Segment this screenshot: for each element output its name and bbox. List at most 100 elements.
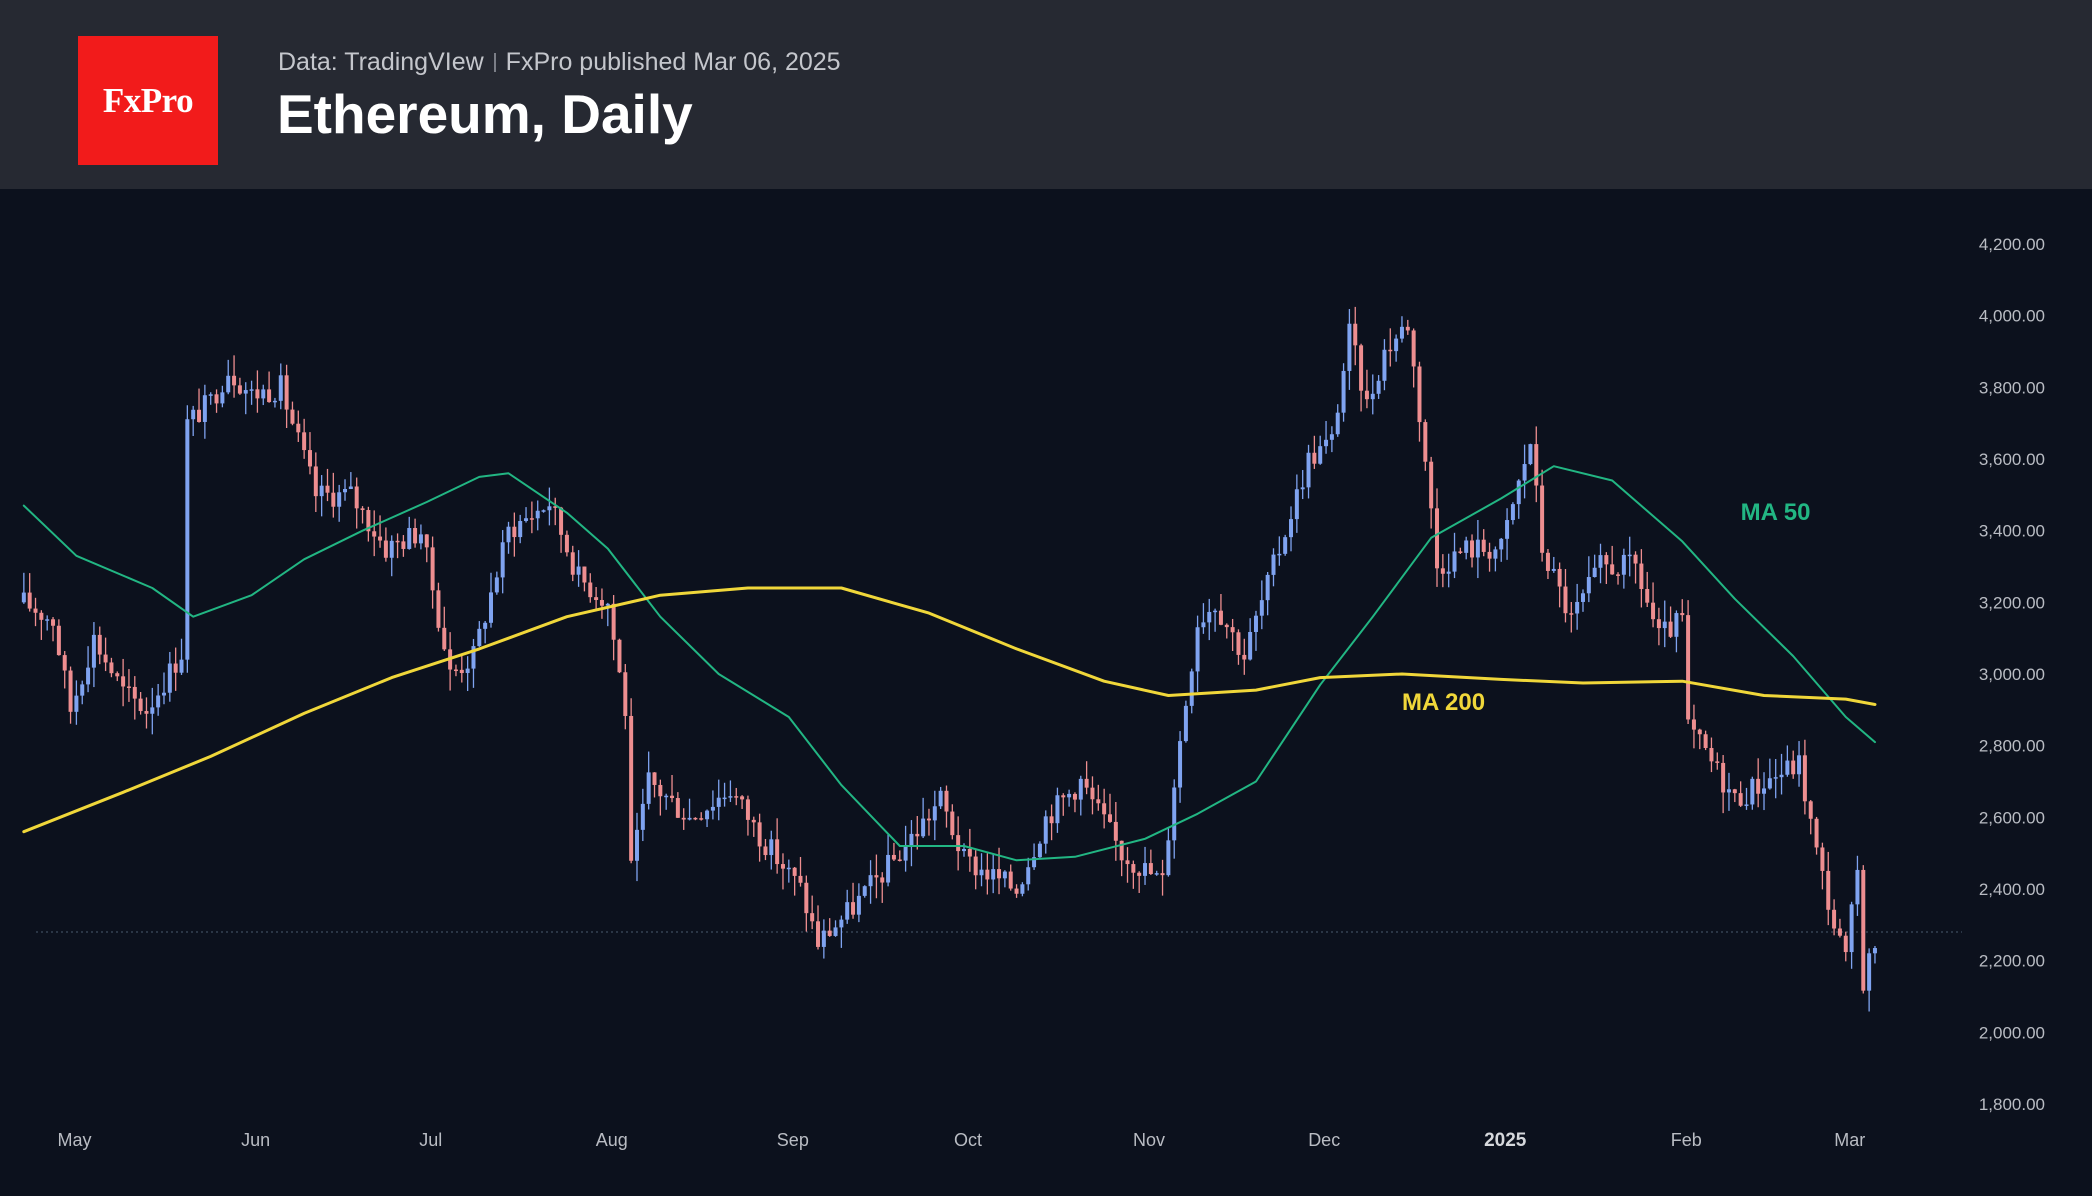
- candle-body: [699, 818, 704, 820]
- candle-body: [401, 541, 406, 549]
- candle-body: [1183, 705, 1188, 742]
- candle-body: [173, 663, 178, 673]
- candle-body: [1078, 778, 1083, 800]
- candle-body: [979, 869, 984, 876]
- candle-body: [856, 895, 861, 915]
- candle-body: [1493, 549, 1498, 559]
- candle-body: [926, 818, 931, 821]
- candle-body: [1598, 555, 1603, 568]
- candle-body: [1429, 461, 1434, 509]
- candle-body: [634, 829, 639, 861]
- candle-body: [74, 695, 79, 712]
- published-date: FxPro published Mar 06, 2025: [505, 48, 841, 76]
- candle-body: [938, 790, 943, 807]
- candle-body: [121, 676, 126, 687]
- candle-body: [1563, 586, 1568, 614]
- candle-body: [1096, 799, 1101, 804]
- candle-body: [553, 506, 558, 508]
- candle-body: [389, 540, 394, 558]
- candle-body: [646, 772, 651, 804]
- candle-body: [331, 492, 336, 507]
- candle-body: [740, 796, 745, 800]
- candle-body: [1750, 778, 1755, 805]
- data-source: Data: TradingVIew: [278, 48, 484, 76]
- candle-body: [1090, 787, 1095, 800]
- candle-body: [1277, 553, 1282, 556]
- candle-body: [453, 669, 458, 672]
- candle-body: [156, 695, 161, 708]
- candle-body: [640, 803, 645, 830]
- candle-body: [1569, 613, 1574, 615]
- candle-body: [1423, 422, 1428, 462]
- candle-body: [1248, 631, 1253, 660]
- candle-body: [1008, 871, 1013, 889]
- y-tick-label: 3,000.00: [1979, 665, 2045, 684]
- candle-body: [991, 869, 996, 880]
- candle-body: [313, 466, 318, 497]
- candle-body: [1265, 574, 1270, 601]
- candle-body: [1580, 593, 1585, 602]
- candle-body: [1621, 554, 1626, 575]
- candle-body: [232, 375, 237, 386]
- candle-body: [1545, 552, 1550, 571]
- candle-body: [1540, 485, 1545, 553]
- candle-body: [1411, 330, 1416, 367]
- candle-body: [1405, 326, 1410, 331]
- candle-body: [1195, 627, 1200, 672]
- candle-body: [576, 566, 581, 575]
- candle-body: [278, 375, 283, 401]
- candle-body: [1394, 338, 1399, 352]
- candle-body: [296, 423, 301, 433]
- candle-body: [1516, 480, 1521, 505]
- candle-body: [21, 592, 26, 603]
- candle-body: [1178, 741, 1183, 788]
- candle-body: [588, 582, 593, 598]
- candle-body: [1715, 761, 1720, 763]
- candle-body: [1656, 619, 1661, 629]
- candle-body: [290, 409, 295, 424]
- candle-body: [1475, 539, 1480, 558]
- candle-body: [605, 603, 610, 606]
- candle-body: [1639, 563, 1644, 590]
- candle-body: [1364, 390, 1369, 400]
- candle-body: [670, 795, 675, 799]
- candle-body: [1832, 909, 1837, 929]
- candle-body: [1107, 814, 1112, 822]
- candle-body: [489, 592, 493, 623]
- candle-body: [512, 526, 517, 538]
- fxpro-logo: FxPro: [78, 36, 218, 165]
- candle-body: [483, 622, 488, 629]
- candle-body: [1726, 789, 1731, 793]
- candle-body: [833, 927, 838, 936]
- x-tick-label: Oct: [954, 1130, 982, 1150]
- candle-body: [1861, 869, 1866, 991]
- candle-body: [1359, 345, 1364, 391]
- candle-body: [1218, 610, 1223, 625]
- candle-body: [950, 811, 955, 836]
- candle-body: [302, 432, 307, 451]
- candle-body: [1271, 554, 1276, 575]
- candle-body: [798, 875, 803, 883]
- y-tick-label: 3,200.00: [1979, 593, 2045, 612]
- candle-body: [465, 668, 470, 674]
- candle-body: [418, 534, 423, 544]
- candle-body: [1399, 326, 1404, 339]
- candle-body: [39, 612, 44, 620]
- candle-body: [1855, 869, 1860, 905]
- candle-body: [1773, 777, 1778, 779]
- candle-body: [1230, 627, 1235, 633]
- candle-body: [816, 921, 821, 947]
- candle-body: [1767, 778, 1772, 789]
- candle-body: [442, 627, 447, 650]
- candle-body: [1154, 873, 1159, 875]
- candle-body: [1224, 624, 1229, 628]
- candle-body: [1528, 444, 1533, 465]
- candle-body: [1837, 928, 1842, 936]
- candle-body: [535, 510, 540, 519]
- chart-title: Ethereum, Daily: [277, 83, 693, 145]
- candle-body: [944, 790, 949, 812]
- candle-body: [220, 392, 225, 404]
- candle-body: [249, 389, 254, 391]
- ma200-label: MA 200: [1402, 689, 1485, 716]
- candle-body: [68, 670, 73, 712]
